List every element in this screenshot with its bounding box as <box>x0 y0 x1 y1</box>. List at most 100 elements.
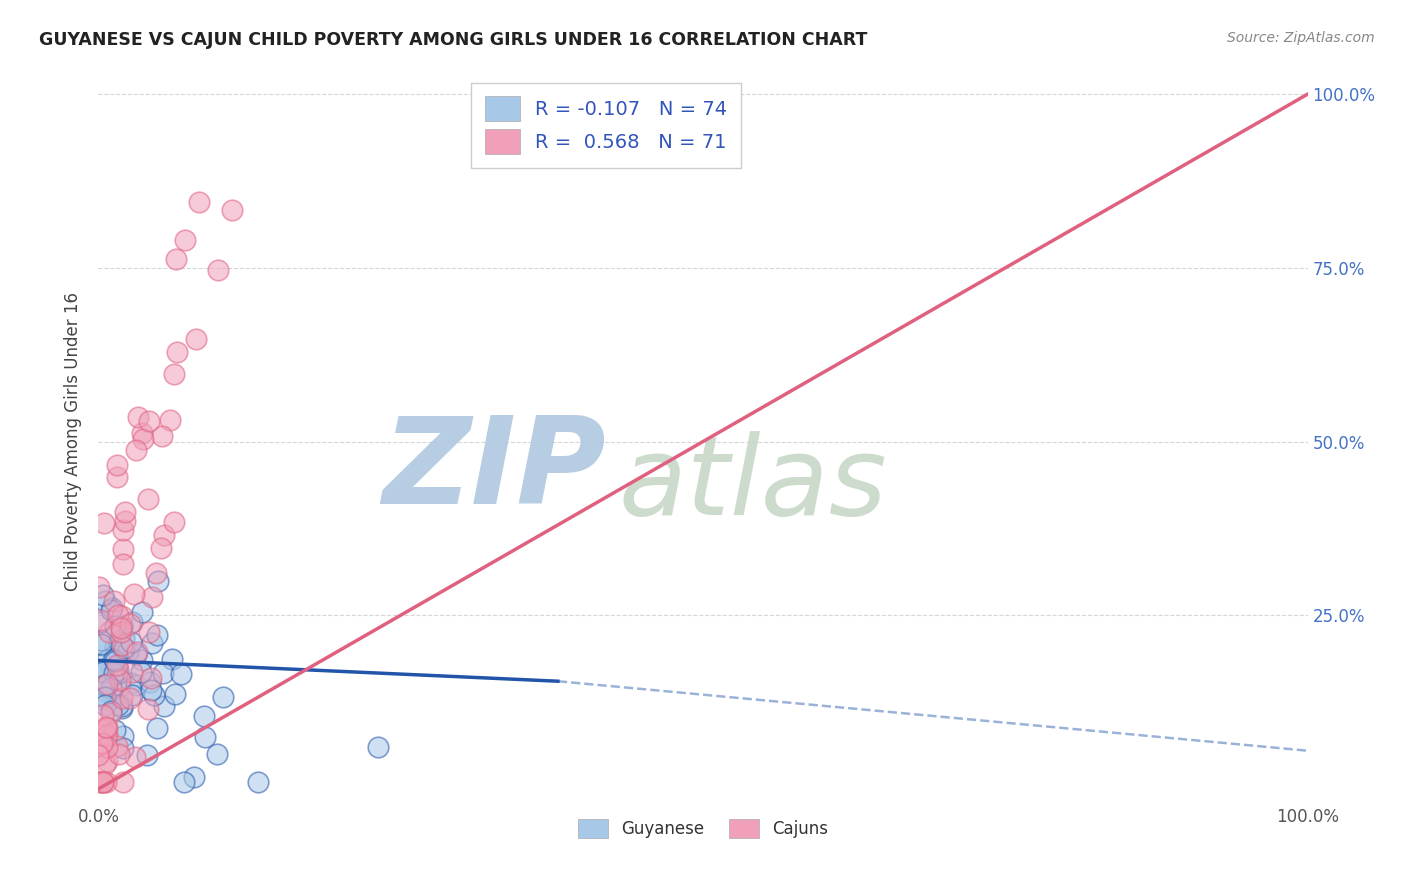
Point <box>105 658 128 673</box>
Point <box>101 655 124 669</box>
Point <box>100 705 122 719</box>
Point <box>194 730 217 744</box>
Point <box>131 425 153 440</box>
Point <box>184 332 207 346</box>
Point <box>108 679 131 693</box>
Point <box>96 721 118 735</box>
Point <box>120 675 142 690</box>
Point <box>90 632 112 647</box>
Point <box>170 666 193 681</box>
Point <box>142 688 165 702</box>
Point <box>141 591 163 605</box>
Point <box>93 690 115 705</box>
Point <box>96 720 118 734</box>
Point <box>103 665 125 680</box>
Point <box>174 233 197 247</box>
Point <box>112 557 135 571</box>
Point <box>112 643 135 657</box>
Point <box>124 750 146 764</box>
Point <box>107 747 129 762</box>
Point <box>114 514 136 528</box>
Point <box>110 621 132 635</box>
Point <box>125 443 148 458</box>
Point <box>165 687 187 701</box>
Point <box>117 644 139 658</box>
Point <box>165 252 187 267</box>
Point <box>111 775 134 789</box>
Point <box>90 682 112 697</box>
Point <box>104 619 127 633</box>
Point <box>121 665 143 679</box>
Point <box>103 667 125 681</box>
Point <box>108 673 131 688</box>
Point <box>96 653 118 667</box>
Point <box>111 691 134 706</box>
Point <box>111 619 134 633</box>
Point <box>152 527 174 541</box>
Point <box>107 698 129 713</box>
Point <box>96 739 118 754</box>
Point <box>87 580 110 594</box>
Point <box>183 771 205 785</box>
Point <box>96 679 118 693</box>
Point <box>94 664 117 678</box>
Point <box>94 594 117 608</box>
Point <box>100 603 122 617</box>
Point <box>153 698 176 713</box>
Point <box>110 625 132 640</box>
Y-axis label: Child Poverty Among Girls Under 16: Child Poverty Among Girls Under 16 <box>65 292 83 591</box>
Point <box>93 516 115 531</box>
Point <box>160 652 183 666</box>
Point <box>112 729 135 743</box>
Point <box>207 263 229 277</box>
Point <box>96 729 118 743</box>
Point <box>193 709 215 723</box>
Point <box>96 677 118 691</box>
Point <box>111 638 134 652</box>
Point <box>96 728 118 742</box>
Point <box>187 194 209 209</box>
Point <box>91 775 114 789</box>
Point <box>100 706 122 721</box>
Point <box>93 677 115 691</box>
Legend: Guyanese, Cajuns: Guyanese, Cajuns <box>571 813 835 845</box>
Point <box>149 541 172 555</box>
Point <box>139 672 162 686</box>
Point <box>96 754 118 768</box>
Point <box>121 615 143 629</box>
Point <box>125 647 148 661</box>
Point <box>94 698 117 712</box>
Point <box>141 636 163 650</box>
Point <box>139 675 162 690</box>
Point <box>127 409 149 424</box>
Point <box>212 690 235 704</box>
Point <box>96 775 118 789</box>
Point <box>131 605 153 619</box>
Point <box>90 615 112 629</box>
Point <box>90 691 112 706</box>
Point <box>131 653 153 667</box>
Point <box>111 701 134 715</box>
Point <box>152 666 174 681</box>
Point <box>104 654 127 668</box>
Point <box>125 645 148 659</box>
Point <box>118 616 141 631</box>
Text: Source: ZipAtlas.com: Source: ZipAtlas.com <box>1227 31 1375 45</box>
Point <box>207 747 229 762</box>
Point <box>104 723 127 738</box>
Text: atlas: atlas <box>619 432 887 539</box>
Point <box>131 665 153 679</box>
Point <box>112 640 135 655</box>
Point <box>150 429 173 443</box>
Point <box>120 691 142 706</box>
Point <box>96 721 118 735</box>
Point <box>111 608 134 623</box>
Point <box>98 665 121 679</box>
Point <box>107 607 129 622</box>
Point <box>111 741 134 756</box>
Point <box>136 747 159 762</box>
Point <box>105 667 128 681</box>
Point <box>94 757 117 772</box>
Point <box>93 707 115 722</box>
Point <box>221 202 243 217</box>
